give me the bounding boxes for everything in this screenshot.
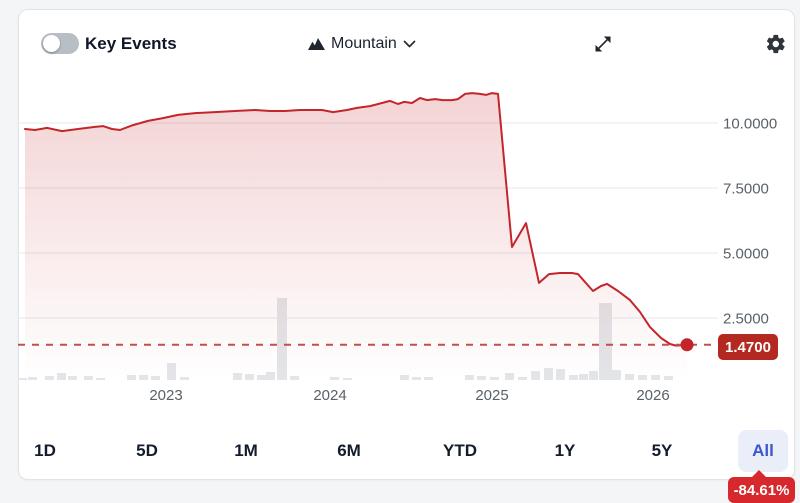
range-button-1d[interactable]: 1D (20, 430, 70, 472)
chart-header: Key Events Mountain (19, 10, 794, 72)
range-button-all[interactable]: All (738, 430, 788, 472)
last-price-badge: 1.4700 (718, 334, 778, 360)
range-button-5y[interactable]: 5Y (638, 430, 687, 472)
change-percent-value: -84.61% (733, 481, 790, 499)
settings-button[interactable] (763, 31, 789, 57)
expand-icon (595, 36, 611, 52)
expand-button[interactable] (590, 31, 616, 57)
key-events-toggle[interactable] (41, 33, 79, 54)
toggle-knob (43, 35, 60, 52)
gear-icon (766, 34, 785, 54)
range-button-1y[interactable]: 1Y (541, 430, 590, 472)
range-button-5d[interactable]: 5D (122, 430, 172, 472)
range-button-ytd[interactable]: YTD (429, 430, 491, 472)
chart-type-label: Mountain (331, 35, 397, 52)
caret-up-icon (751, 470, 767, 478)
range-button-6m[interactable]: 6M (323, 430, 375, 472)
range-button-1m[interactable]: 1M (220, 430, 272, 472)
mountain-icon (308, 38, 325, 50)
chart-card: Key Events Mountain 1 (18, 9, 795, 480)
chevron-down-icon (403, 40, 416, 48)
key-events-label: Key Events (85, 34, 177, 53)
change-percent-badge: -84.61% (728, 470, 795, 503)
chart-type-selector[interactable]: Mountain (308, 31, 416, 57)
